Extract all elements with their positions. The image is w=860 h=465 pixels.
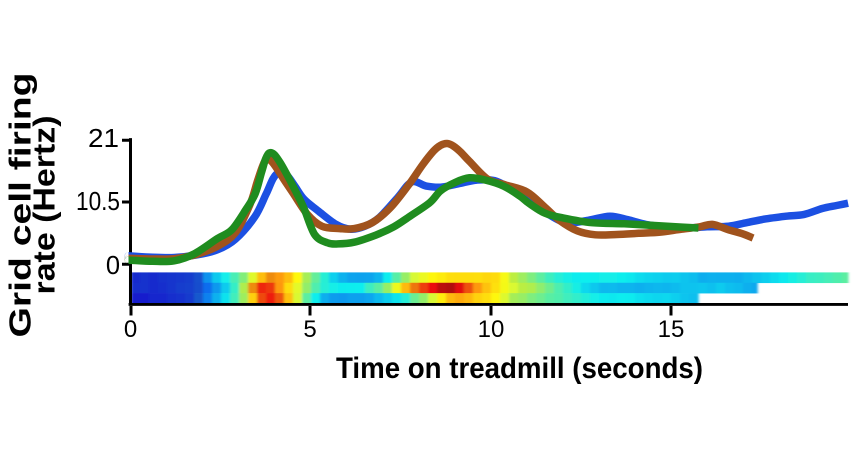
svg-text:10.5: 10.5 bbox=[76, 188, 120, 216]
svg-text:10: 10 bbox=[478, 316, 505, 343]
svg-text:Time on treadmill (seconds): Time on treadmill (seconds) bbox=[336, 352, 703, 385]
svg-text:0: 0 bbox=[124, 316, 137, 343]
svg-text:5: 5 bbox=[303, 316, 316, 343]
svg-text:Grid cell firing: Grid cell firing bbox=[3, 73, 38, 338]
svg-text:0: 0 bbox=[106, 252, 120, 280]
svg-text:21: 21 bbox=[88, 125, 119, 153]
svg-text:rate (Hertz): rate (Hertz) bbox=[27, 116, 62, 295]
svg-text:15: 15 bbox=[658, 316, 685, 343]
